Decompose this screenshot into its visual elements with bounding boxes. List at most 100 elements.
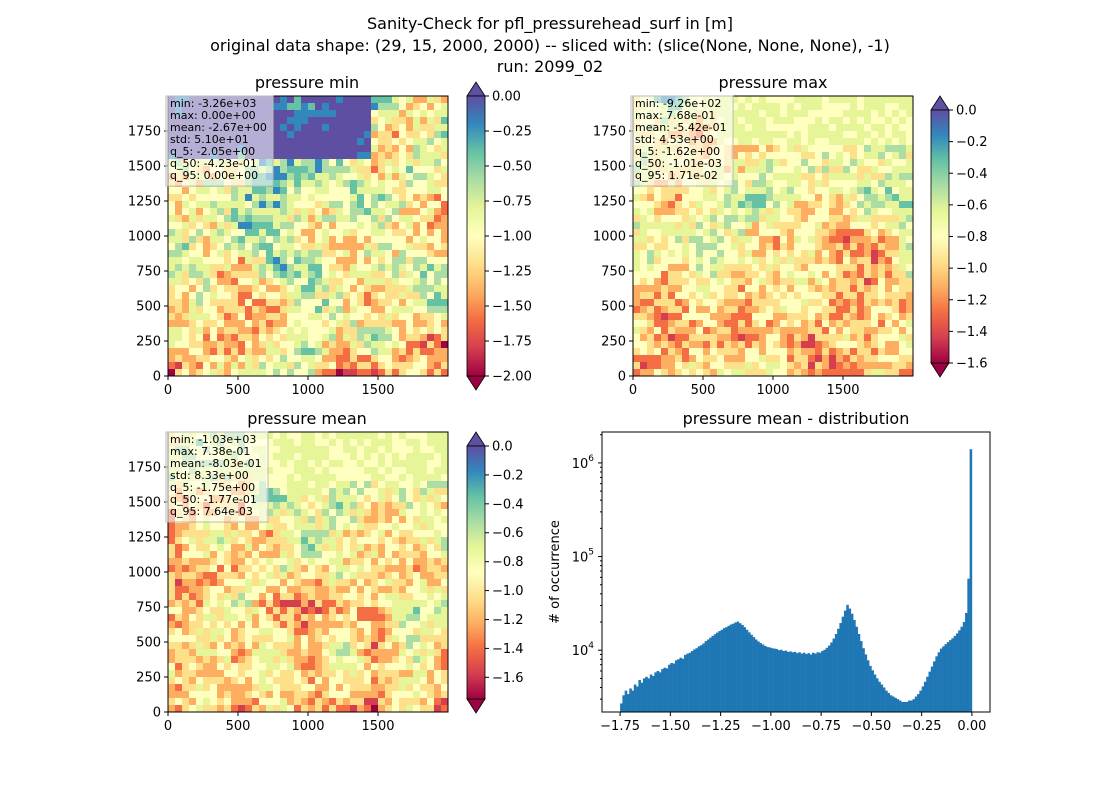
raster-cell [808,278,816,286]
raster-cell [640,208,648,216]
raster-cell [731,201,739,209]
raster-cell [350,180,358,188]
raster-cell [315,187,323,195]
raster-cell [182,257,190,265]
raster-cell [168,551,176,559]
raster-cell [406,537,414,545]
raster-cell [738,250,746,258]
raster-cell [371,166,379,174]
raster-cell [829,173,837,181]
raster-cell [280,278,288,286]
raster-cell [252,306,260,314]
raster-cell [175,621,183,629]
raster-cell [731,306,739,314]
raster-cell [378,166,386,174]
raster-cell [392,635,400,643]
raster-cell [385,649,393,657]
raster-cell [413,509,421,517]
raster-cell [399,593,407,601]
raster-cell [675,362,683,370]
raster-cell [759,243,767,251]
raster-cell [654,278,662,286]
raster-cell [864,166,872,174]
raster-cell [280,481,288,489]
raster-cell [280,614,288,622]
raster-cell [294,110,302,118]
raster-cell [441,614,449,622]
raster-cell [766,110,774,118]
raster-cell [864,117,872,125]
raster-cell [189,635,197,643]
raster-cell [885,334,893,342]
raster-cell [357,222,365,230]
raster-cell [843,96,851,104]
raster-cell [441,138,449,146]
raster-cell [801,222,809,230]
raster-cell [266,264,274,272]
raster-cell [850,271,858,279]
raster-cell [399,614,407,622]
raster-cell [829,264,837,272]
raster-cell [413,348,421,356]
raster-cell [703,187,711,195]
raster-cell [175,201,183,209]
raster-cell [336,537,344,545]
raster-cell [745,145,753,153]
raster-cell [287,621,295,629]
raster-cell [434,194,442,202]
raster-cell [420,201,428,209]
raster-cell [668,250,676,258]
raster-cell [427,369,435,377]
raster-cell [717,334,725,342]
raster-cell [350,96,358,104]
raster-cell [301,243,309,251]
raster-cell [336,593,344,601]
raster-cell [836,194,844,202]
raster-cell [371,264,379,272]
raster-cell [294,453,302,461]
raster-cell [420,607,428,615]
raster-cell [308,292,316,300]
raster-cell [280,355,288,363]
raster-cell [301,159,309,167]
raster-cell [350,530,358,538]
raster-cell [696,250,704,258]
raster-cell [252,369,260,377]
raster-cell [210,208,218,216]
raster-cell [413,698,421,706]
raster-cell [217,649,225,657]
raster-cell [259,635,267,643]
raster-cell [773,362,781,370]
raster-cell [399,124,407,132]
raster-cell [399,306,407,314]
raster-cell [210,222,218,230]
raster-cell [182,523,190,531]
raster-cell [329,292,337,300]
raster-cell [724,278,732,286]
raster-cell [315,670,323,678]
raster-cell [710,278,718,286]
raster-cell [350,656,358,664]
raster-cell [245,635,253,643]
raster-cell [252,355,260,363]
raster-cell [696,334,704,342]
raster-cell [808,257,816,265]
raster-cell [654,236,662,244]
raster-cell [280,222,288,230]
raster-cell [794,327,802,335]
raster-cell [413,103,421,111]
raster-cell [168,607,176,615]
raster-cell [329,614,337,622]
raster-cell [182,593,190,601]
raster-cell [878,208,886,216]
colorbar-tick-label: 0.0 [956,104,977,119]
raster-cell [210,677,218,685]
raster-cell [322,502,330,510]
raster-cell [315,369,323,377]
raster-cell [182,320,190,328]
raster-cell [682,313,690,321]
raster-cell [217,229,225,237]
raster-cell [420,320,428,328]
raster-cell [434,250,442,258]
raster-cell [294,306,302,314]
